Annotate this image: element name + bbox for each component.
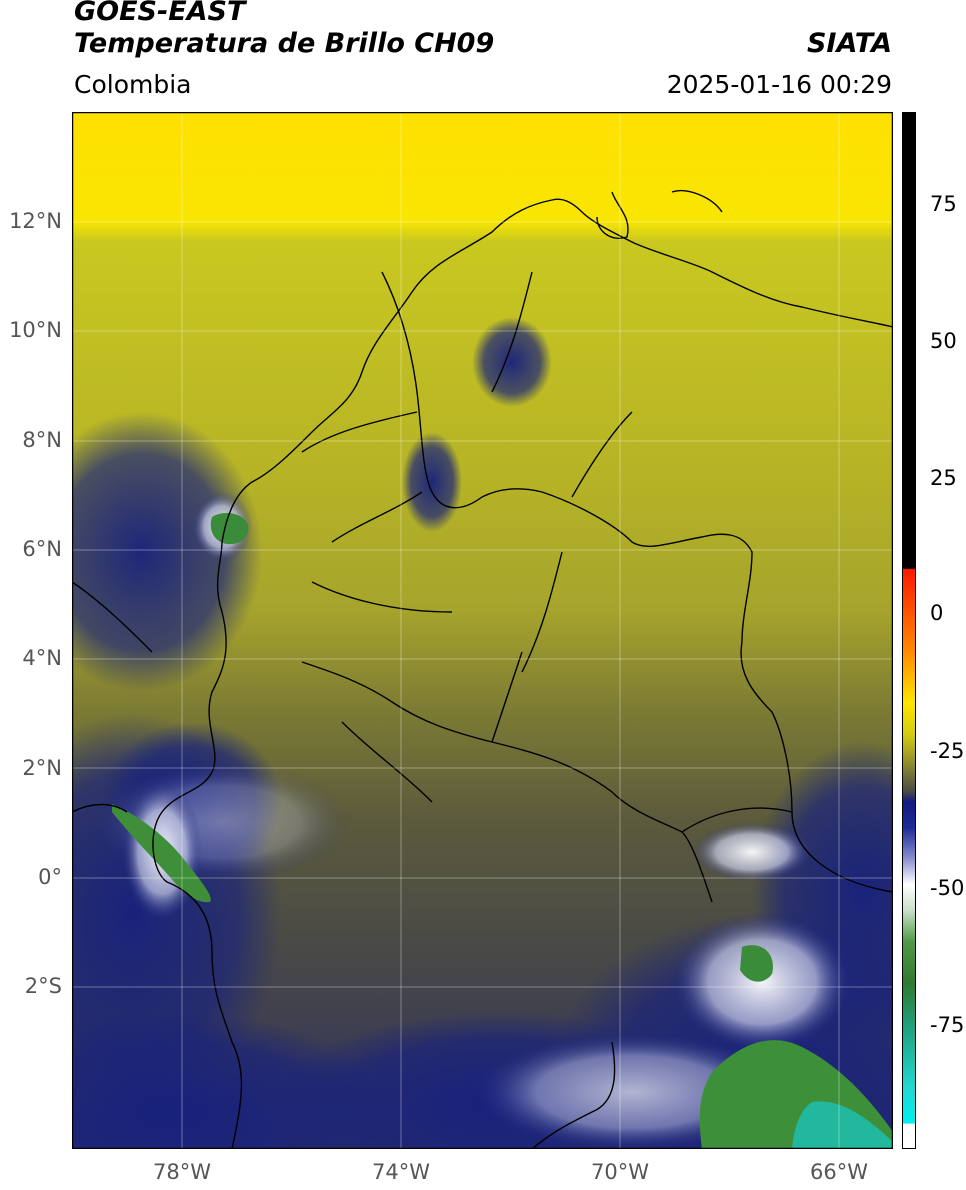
region-label: Colombia (74, 70, 192, 99)
colorbar-tick-label: -75 (930, 1013, 965, 1037)
lat-tick-label: 4°N (22, 646, 62, 670)
timestamp-label: 2025-01-16 00:29 (666, 70, 892, 99)
colorbar-tick-label: -50 (930, 876, 965, 900)
coastline-and-borders (72, 190, 893, 1149)
graticule (72, 112, 893, 1149)
colorbar-tick-label: 0 (930, 601, 944, 625)
satellite-title: GOES-EAST (74, 0, 246, 27)
lat-tick-label: 10°N (9, 318, 62, 342)
colorbar (902, 112, 916, 1149)
lon-tick-label: 74°W (372, 1160, 430, 1184)
lat-tick-label: 2°N (22, 756, 62, 780)
colorbar-tick-label: -25 (930, 739, 965, 763)
product-title: Temperatura de Brillo CH09 (74, 28, 495, 59)
colorbar-tick-label: 50 (930, 329, 957, 353)
colorbar-tick-label: 75 (930, 192, 957, 216)
lat-tick-label: 8°N (22, 428, 62, 452)
overshooting-cloud-tops (112, 512, 893, 1149)
lat-tick-label: 12°N (9, 209, 62, 233)
lon-tick-label: 78°W (153, 1160, 211, 1184)
lat-tick-label: 0° (38, 865, 62, 889)
lon-tick-label: 66°W (810, 1160, 868, 1184)
lon-tick-label: 70°W (591, 1160, 649, 1184)
brand-label: SIATA (806, 28, 892, 59)
brightness-temperature-map (72, 112, 893, 1149)
lat-tick-label: 6°N (22, 537, 62, 561)
colorbar-tick-label: 25 (930, 466, 957, 490)
lat-tick-label: 2°S (24, 974, 62, 998)
map-frame (72, 112, 893, 1149)
